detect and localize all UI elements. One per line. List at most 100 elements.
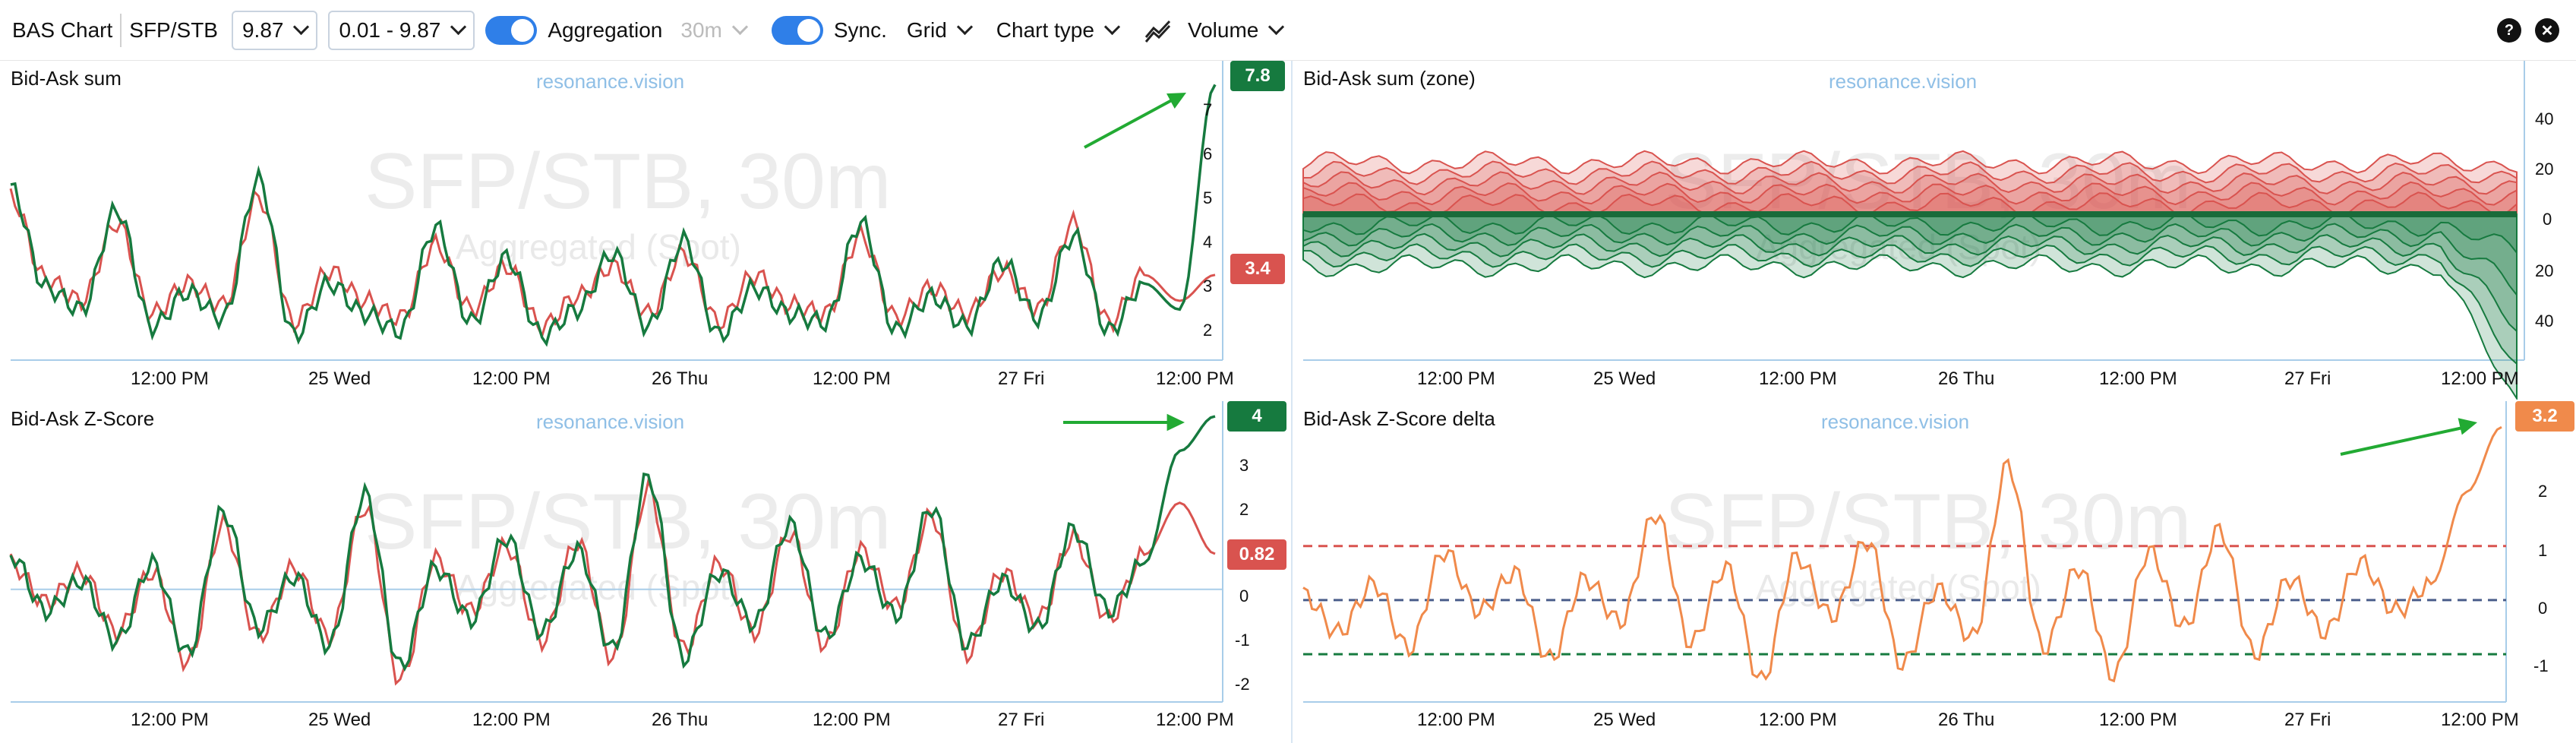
last-value-tag-green: 7.8: [1230, 61, 1285, 91]
y-tick: 2: [1239, 500, 1249, 519]
y-tick: 40: [2535, 311, 2554, 330]
range-select-value: 0.01 - 9.87: [339, 17, 441, 42]
toolbar: BAS Chart SFP/STB 9.87 0.01 - 9.87 Aggre…: [0, 0, 2576, 61]
series-line-green: [9, 415, 1216, 672]
x-tick: 12:00 PM: [1759, 710, 1837, 730]
price-select-value: 9.87: [242, 17, 284, 42]
bid-zone-band: [1302, 212, 2518, 255]
x-tick: 25 Wed: [308, 368, 371, 389]
y-tick: 4: [1203, 232, 1213, 251]
x-tick: 27 Fri: [2284, 368, 2331, 389]
chevron-down-icon: [1268, 18, 1285, 36]
last-value-tag-red: 3.4: [1230, 254, 1285, 284]
y-tick: 3: [1239, 456, 1249, 475]
last-value-tag-orange: 3.2: [2515, 401, 2574, 432]
bid-ask-z-score-panel[interactable]: SFP/STB, 30m Aggregated (Spot) Bid-Ask Z…: [0, 401, 1291, 743]
x-tick: 27 Fri: [2284, 710, 2331, 730]
y-tick: 7: [1203, 100, 1213, 119]
x-tick: 12:00 PM: [2099, 710, 2177, 730]
watermark-symbol: SFP/STB, 30m: [365, 478, 892, 566]
bid-zone-band: [1302, 213, 2518, 400]
bid-zone-band: [1302, 213, 2518, 366]
x-tick: 12:00 PM: [1759, 368, 1837, 389]
volume-dropdown[interactable]: Volume: [1187, 17, 1285, 43]
x-tick: 12:00 PM: [1417, 368, 1495, 389]
symbol-label: SFP/STB: [129, 17, 218, 42]
range-select[interactable]: 0.01 - 9.87: [328, 10, 475, 50]
annotation-arrow-line: [2340, 425, 2470, 456]
bid-ask-sum-zone-chart: [1302, 61, 2525, 400]
x-tick: 12:00 PM: [1417, 710, 1495, 730]
chevron-down-icon: [731, 18, 748, 36]
indicator-icon[interactable]: [1144, 17, 1173, 43]
sync-label: Sync.: [833, 17, 887, 42]
x-tick: 25 Wed: [1593, 368, 1656, 389]
x-tick: 27 Fri: [998, 710, 1045, 730]
y-tick: 3: [1203, 277, 1213, 296]
app-title: BAS Chart: [12, 17, 113, 42]
annotation-arrow-head: [1166, 93, 1186, 109]
help-icon[interactable]: ?: [2497, 18, 2521, 43]
annotation-arrow-head: [2458, 418, 2477, 435]
bid-ask-z-score-delta-panel[interactable]: SFP/STB, 30m Aggregated (Spot) Bid-Ask Z…: [1293, 401, 2576, 743]
y-tick: 6: [1203, 144, 1213, 163]
y-tick: 2: [1203, 321, 1213, 340]
x-tick: 12:00 PM: [2099, 368, 2177, 389]
bid-ask-sum-panel[interactable]: SFP/STB, 30m Aggregated (Spot) Bid-Ask s…: [0, 61, 1291, 400]
price-select[interactable]: 9.87: [231, 10, 318, 50]
y-tick: 2: [2538, 482, 2548, 501]
ask-zone-band: [1302, 171, 2518, 215]
y-tick: -1: [2533, 656, 2549, 675]
aggregation-label: Aggregation: [548, 17, 663, 42]
x-tick: 12:00 PM: [131, 710, 209, 730]
series-line-red: [9, 188, 1216, 340]
bid-ask-sum-chart: [9, 61, 1223, 361]
ask-zone-band: [1302, 150, 2518, 215]
volume-label: Volume: [1187, 17, 1259, 42]
interval-select[interactable]: 30m: [680, 17, 748, 43]
aggregation-toggle[interactable]: [485, 15, 538, 45]
bid-ask-sum-zone-panel[interactable]: SFP/STB, 30m Aggregated (Spot) Bid-Ask s…: [1293, 61, 2576, 400]
divider: [120, 13, 122, 47]
chart-type-dropdown[interactable]: Chart type: [996, 17, 1121, 43]
x-tick: 25 Wed: [1593, 710, 1656, 730]
y-tick: 1: [2538, 541, 2548, 560]
close-icon[interactable]: ✕: [2535, 18, 2559, 43]
watermark-subtitle: Aggregated (Spot): [456, 227, 741, 267]
x-tick: 12:00 PM: [813, 710, 891, 730]
x-tick: 12:00 PM: [472, 368, 551, 389]
x-tick: 12:00 PM: [1156, 710, 1234, 730]
y-tick: 40: [2535, 109, 2554, 128]
sync-toggle[interactable]: [771, 15, 823, 45]
x-tick: 12:00 PM: [813, 368, 891, 389]
y-tick: 20: [2535, 160, 2554, 179]
brand-watermark: resonance.vision: [536, 410, 685, 433]
x-tick: 26 Thu: [652, 368, 709, 389]
y-tick: -2: [1235, 675, 1250, 694]
panel-title: Bid-Ask Z-Score: [11, 407, 155, 430]
y-tick: 0: [2538, 599, 2548, 618]
bid-ask-z-score-delta-chart: [1302, 401, 2507, 703]
last-value-tag-green: 4: [1227, 401, 1286, 432]
y-tick: -1: [1235, 631, 1250, 650]
x-tick: 12:00 PM: [2441, 710, 2519, 730]
annotation-arrow-head: [1166, 413, 1185, 432]
x-tick: 27 Fri: [998, 368, 1045, 389]
chevron-down-icon: [450, 18, 467, 36]
panel-title: Bid-Ask sum (zone): [1303, 67, 1476, 90]
bid-ask-z-score-chart: [9, 401, 1223, 703]
grid-dropdown[interactable]: Grid: [906, 17, 973, 43]
grid-label: Grid: [906, 17, 947, 42]
x-tick: 12:00 PM: [2441, 368, 2519, 389]
chevron-down-icon: [293, 18, 310, 36]
watermark-symbol: SFP/STB, 30m: [1665, 478, 2192, 566]
watermark-symbol: SFP/STB, 30m: [365, 138, 892, 226]
series-line-orange: [1302, 425, 2502, 683]
brand-watermark: resonance.vision: [536, 70, 685, 93]
chart-type-label: Chart type: [996, 17, 1094, 42]
y-tick: 0: [1239, 586, 1249, 605]
bid-zone-band: [1302, 213, 2518, 298]
x-tick: 26 Thu: [652, 710, 709, 730]
interval-value: 30m: [680, 17, 722, 42]
panel-title: Bid-Ask Z-Score delta: [1303, 407, 1495, 430]
